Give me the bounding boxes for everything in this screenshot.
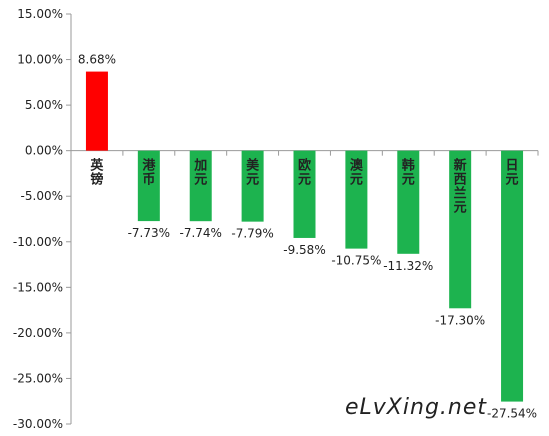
category-label: 韩元 (402, 158, 415, 188)
watermark: eLvXing.net (345, 395, 487, 420)
data-label: -17.30% (435, 313, 485, 327)
data-label: -7.79% (231, 227, 273, 241)
category-labels: 英镑 港币 加元 美元 欧元 澳元 韩元 新西兰元 日元 (89, 158, 518, 216)
y-tick-label: -10.00% (13, 235, 63, 249)
category-label: 美元 (246, 158, 260, 188)
bar (293, 150, 316, 238)
data-label: -7.73% (128, 226, 170, 240)
y-tick-label: 15.00% (17, 7, 63, 21)
bar (449, 150, 472, 309)
bar (189, 150, 212, 222)
bar (241, 150, 264, 222)
bar (345, 150, 368, 249)
bars (85, 71, 524, 402)
category-label: 日元 (506, 159, 519, 188)
category-label: 新西兰元 (454, 158, 467, 216)
category-label: 港币 (142, 158, 156, 188)
y-axis: 15.00% 10.00% 5.00% 0.00% -5.00% -10.00% -15.0… (13, 7, 539, 431)
bar (137, 150, 160, 222)
category-label: 英镑 (89, 158, 104, 188)
data-label: 8.68% (78, 53, 116, 67)
bar (501, 150, 524, 402)
data-label: -9.58% (283, 243, 325, 257)
y-tick-label: 5.00% (25, 98, 63, 112)
y-tick-label: 0.00% (25, 144, 63, 158)
y-tick-label: -20.00% (13, 326, 63, 340)
data-label: -7.74% (179, 226, 221, 240)
data-label: -11.32% (383, 259, 433, 273)
y-tick-label: -15.00% (13, 280, 63, 294)
category-label: 澳元 (350, 158, 364, 188)
data-label: -10.75% (331, 254, 381, 268)
y-tick-label: -5.00% (21, 189, 63, 203)
y-tick-label: -25.00% (13, 371, 63, 385)
data-labels: 8.68% -7.73% -7.74% -7.79% -9.58% -10.75% -11.… (78, 53, 537, 421)
category-label: 欧元 (298, 158, 311, 188)
bar (85, 71, 108, 151)
y-tick-label: 10.00% (17, 53, 63, 67)
category-label: 加元 (193, 159, 207, 188)
bar (397, 150, 420, 254)
data-label: -27.54% (487, 407, 537, 421)
y-tick-label: -30.00% (13, 417, 63, 431)
